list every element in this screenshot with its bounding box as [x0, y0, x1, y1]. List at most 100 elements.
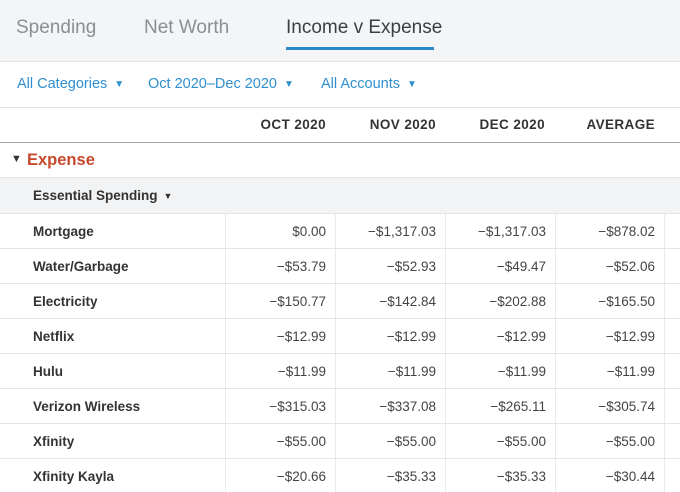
- table-cell[interactable]: −$1,317.03: [445, 214, 555, 248]
- row-category-label[interactable]: Xfinity: [33, 434, 75, 449]
- table-cell[interactable]: −$30.44: [555, 459, 664, 492]
- cell-amount: −$55.00: [386, 434, 436, 449]
- table-cell-edge: [664, 249, 680, 283]
- table-cell[interactable]: −$165.50: [555, 284, 664, 318]
- table-row[interactable]: Verizon Wireless −$315.03 −$337.08 −$265.11…: [0, 389, 680, 424]
- caret-down-icon: ▼: [283, 79, 294, 90]
- category-group-row: Essential Spending ▼: [0, 178, 680, 214]
- table-row[interactable]: Water/Garbage −$53.79 −$52.93 −$49.47 −$52.0…: [0, 249, 680, 284]
- table-cell[interactable]: −$20.66: [225, 459, 335, 492]
- row-category-label[interactable]: Mortgage: [33, 224, 94, 239]
- cell-amount: −$30.44: [605, 469, 655, 484]
- row-category-label[interactable]: Hulu: [33, 364, 63, 379]
- cell-amount: −$20.66: [276, 469, 326, 484]
- table-row[interactable]: Mortgage $0.00 −$1,317.03 −$1,317.03 −$878.0…: [0, 214, 680, 249]
- table-cell-edge: [664, 214, 680, 248]
- cell-amount: −$150.77: [269, 294, 326, 309]
- table-cell[interactable]: −$12.99: [445, 319, 555, 353]
- cell-amount: −$49.47: [496, 259, 546, 274]
- table-cell[interactable]: −$55.00: [335, 424, 445, 458]
- table-cell[interactable]: −$11.99: [555, 354, 664, 388]
- table-row[interactable]: Xfinity Kayla −$20.66 −$35.33 −$35.33 −$30.4…: [0, 459, 680, 492]
- caret-down-icon[interactable]: ▼: [11, 153, 22, 165]
- cell-amount: −$12.99: [386, 329, 436, 344]
- tab-net-worth[interactable]: Net Worth: [144, 17, 230, 38]
- table-cell[interactable]: −$337.08: [335, 389, 445, 423]
- table-cell-edge: [664, 354, 680, 388]
- table-cell[interactable]: −$49.47: [445, 249, 555, 283]
- table-cell[interactable]: −$1,317.03: [335, 214, 445, 248]
- table-cell[interactable]: −$265.11: [445, 389, 555, 423]
- row-category-label[interactable]: Xfinity Kayla: [33, 469, 115, 484]
- cell-amount: −$265.11: [490, 399, 546, 414]
- table-cell-edge: [664, 319, 680, 353]
- column-header-oct-2020: OCT 2020: [260, 117, 326, 132]
- table-row[interactable]: Xfinity −$55.00 −$55.00 −$55.00 −$55.00: [0, 424, 680, 459]
- cell-amount: −$52.06: [605, 259, 655, 274]
- cell-amount: −$12.99: [605, 329, 655, 344]
- date-range-filter-dropdown[interactable]: Oct 2020–Dec 2020 ▼: [148, 76, 294, 92]
- caret-down-icon: ▼: [163, 191, 173, 201]
- cell-amount: −$35.33: [496, 469, 546, 484]
- table-row[interactable]: Netflix −$12.99 −$12.99 −$12.99 −$12.99: [0, 319, 680, 354]
- table-cell-edge: [664, 424, 680, 458]
- tab-spending[interactable]: Spending: [16, 17, 97, 38]
- table-cell[interactable]: −$305.74: [555, 389, 664, 423]
- table-cell[interactable]: −$55.00: [445, 424, 555, 458]
- categories-filter-dropdown[interactable]: All Categories ▼: [17, 76, 124, 92]
- active-tab-indicator: [286, 47, 434, 50]
- table-cell[interactable]: −$12.99: [225, 319, 335, 353]
- cell-amount: −$55.00: [276, 434, 326, 449]
- table-cell-edge: [664, 459, 680, 492]
- date-range-filter-label: Oct 2020–Dec 2020: [148, 76, 277, 92]
- group-title-label: Essential Spending: [33, 188, 158, 203]
- table-cell[interactable]: −$315.03: [225, 389, 335, 423]
- group-title-dropdown[interactable]: Essential Spending ▼: [33, 188, 172, 203]
- table-cell[interactable]: −$52.06: [555, 249, 664, 283]
- table-cell[interactable]: −$12.99: [335, 319, 445, 353]
- table-cell[interactable]: −$202.88: [445, 284, 555, 318]
- expense-table-body: Mortgage $0.00 −$1,317.03 −$1,317.03 −$878.0…: [0, 214, 680, 492]
- table-cell[interactable]: −$11.99: [335, 354, 445, 388]
- categories-filter-label: All Categories: [17, 76, 108, 92]
- row-category-label[interactable]: Verizon Wireless: [33, 399, 141, 414]
- tab-income-v-expense[interactable]: Income v Expense: [286, 17, 443, 38]
- table-cell[interactable]: −$53.79: [225, 249, 335, 283]
- cell-amount: −$11.99: [606, 364, 655, 379]
- cell-amount: −$305.74: [598, 399, 655, 414]
- cell-amount: −$1,317.03: [368, 224, 436, 239]
- table-cell[interactable]: −$11.99: [445, 354, 555, 388]
- table-header-row: OCT 2020 NOV 2020 DEC 2020 AVERAGE: [0, 108, 680, 143]
- cell-amount: −$1,317.03: [478, 224, 546, 239]
- row-category-label[interactable]: Water/Garbage: [33, 259, 129, 274]
- cell-amount: −$142.84: [379, 294, 436, 309]
- table-cell[interactable]: −$142.84: [335, 284, 445, 318]
- table-cell[interactable]: −$878.02: [555, 214, 664, 248]
- row-category-label[interactable]: Netflix: [33, 329, 75, 344]
- accounts-filter-dropdown[interactable]: All Accounts ▼: [321, 76, 417, 92]
- table-cell[interactable]: −$12.99: [555, 319, 664, 353]
- table-cell-edge: [664, 389, 680, 423]
- cell-amount: −$12.99: [496, 329, 546, 344]
- row-category-label[interactable]: Electricity: [33, 294, 98, 309]
- table-cell[interactable]: −$52.93: [335, 249, 445, 283]
- table-cell[interactable]: −$55.00: [225, 424, 335, 458]
- report-tabs-bar: Spending Net Worth Income v Expense: [0, 0, 680, 62]
- table-cell[interactable]: $0.00: [225, 214, 335, 248]
- cell-amount: −$35.33: [386, 469, 436, 484]
- table-cell[interactable]: −$35.33: [445, 459, 555, 492]
- cell-amount: −$315.03: [269, 399, 326, 414]
- cell-amount: −$337.08: [379, 399, 436, 414]
- table-row[interactable]: Hulu −$11.99 −$11.99 −$11.99 −$11.99: [0, 354, 680, 389]
- column-header-average: AVERAGE: [586, 117, 655, 132]
- table-cell[interactable]: −$35.33: [335, 459, 445, 492]
- table-cell[interactable]: −$150.77: [225, 284, 335, 318]
- cell-amount: −$53.79: [276, 259, 326, 274]
- expense-section-row[interactable]: ▼ Expense: [0, 143, 680, 178]
- table-row[interactable]: Electricity −$150.77 −$142.84 −$202.88 −$165…: [0, 284, 680, 319]
- table-cell[interactable]: −$55.00: [555, 424, 664, 458]
- cell-amount: −$165.50: [598, 294, 655, 309]
- table-cell-edge: [664, 284, 680, 318]
- cell-amount: −$52.93: [386, 259, 436, 274]
- table-cell[interactable]: −$11.99: [225, 354, 335, 388]
